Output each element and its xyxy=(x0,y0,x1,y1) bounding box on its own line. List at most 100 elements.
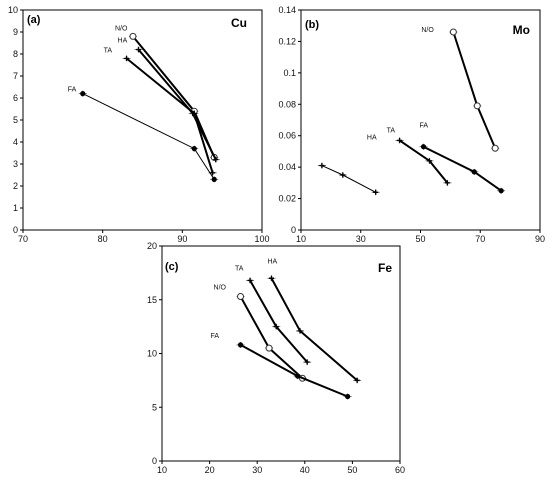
data-point xyxy=(471,169,477,175)
data-point xyxy=(345,393,351,400)
series-label: TA xyxy=(235,265,244,272)
data-point xyxy=(304,359,310,365)
series-label: HA xyxy=(267,258,277,265)
series-line xyxy=(239,296,304,379)
y-tick-label: 2 xyxy=(13,181,18,191)
x-tick-label: 50 xyxy=(347,465,357,475)
data-point xyxy=(237,293,245,301)
series-ta: TA xyxy=(104,47,217,176)
data-point xyxy=(265,344,273,352)
series-label: FA xyxy=(419,123,428,130)
data-point xyxy=(444,180,450,186)
x-tick-label: 10 xyxy=(157,465,167,475)
data-point xyxy=(136,47,142,53)
data-point xyxy=(373,189,379,195)
series-label: N/O xyxy=(214,285,227,292)
series-label: FA xyxy=(211,333,220,340)
y-tick-label: 3 xyxy=(13,159,18,169)
data-point xyxy=(129,32,137,40)
data-point xyxy=(237,342,244,348)
y-tick-label: 4 xyxy=(13,137,18,147)
data-point xyxy=(319,163,325,169)
data-point xyxy=(247,277,253,283)
panel-b-element: Mo xyxy=(513,23,530,37)
panel-b-label: (b) xyxy=(305,19,319,31)
data-point xyxy=(449,28,457,36)
data-point xyxy=(297,328,303,334)
data-point xyxy=(420,144,427,150)
plot-frame xyxy=(161,245,401,462)
series-label: HA xyxy=(367,135,377,142)
plot-frame xyxy=(22,9,263,231)
panel-a-label: (a) xyxy=(27,14,41,26)
y-tick-label: 0 xyxy=(13,225,18,235)
series-label: HA xyxy=(118,38,128,45)
data-point xyxy=(397,137,403,143)
series-label: TA xyxy=(387,127,396,134)
series-label: N/O xyxy=(421,27,434,34)
x-tick-label: 20 xyxy=(205,465,215,475)
data-point xyxy=(273,324,279,330)
data-point xyxy=(340,172,346,178)
data-point xyxy=(268,275,274,281)
data-point xyxy=(191,146,197,152)
series-label: FA xyxy=(68,87,77,94)
y-tick-label: 6 xyxy=(13,93,18,103)
y-tick-label: 0.06 xyxy=(278,131,296,141)
x-tick-label: 30 xyxy=(356,234,366,244)
data-point xyxy=(491,144,499,152)
panel-cu: (a) Cu 70 80 90 100 0 1 2 3 4 5 6 7 8 9 10 N/O HA TA FA xyxy=(8,5,270,244)
panel-mo: (b) Mo 10 30 50 70 90 0 0.02 0.04 0.06 0.08 0.1 0.1… xyxy=(278,5,545,244)
data-point xyxy=(473,102,481,110)
data-point xyxy=(210,170,216,176)
y-tick-label: 1 xyxy=(13,203,18,213)
series-fa: FA xyxy=(68,87,219,183)
x-tick-label: 90 xyxy=(177,234,187,244)
y-tick-label: 0.1 xyxy=(283,68,296,78)
series-line xyxy=(270,277,358,382)
data-point xyxy=(191,110,197,116)
data-point xyxy=(124,55,130,61)
series-line xyxy=(452,31,497,149)
data-point xyxy=(211,176,217,182)
x-tick-label: 40 xyxy=(300,465,310,475)
series-fa: FA xyxy=(419,123,506,194)
series-label: N/O xyxy=(115,25,128,32)
y-tick-label: 0.08 xyxy=(278,99,296,109)
y-tick-label: 15 xyxy=(147,295,157,305)
panel-fe: (c) Fe 10 20 30 40 50 60 0 5 10 15 20 N/O TA HA FA xyxy=(147,241,405,475)
data-point xyxy=(213,157,219,163)
data-point xyxy=(426,158,432,164)
x-tick-label: 100 xyxy=(254,234,269,244)
y-tick-label: 20 xyxy=(147,241,157,251)
y-tick-label: 10 xyxy=(8,5,18,15)
y-tick-label: 10 xyxy=(147,349,157,359)
y-tick-label: 9 xyxy=(13,27,18,37)
plot-frame xyxy=(300,9,541,231)
x-tick-label: 30 xyxy=(252,465,262,475)
data-point xyxy=(295,373,301,379)
y-tick-label: 0 xyxy=(152,456,157,466)
x-tick-label: 60 xyxy=(395,465,405,475)
y-tick-label: 5 xyxy=(13,115,18,125)
y-tick-label: 0 xyxy=(291,225,296,235)
series-line xyxy=(82,93,215,180)
panel-c-label: (c) xyxy=(165,261,179,273)
x-tick-label: 70 xyxy=(18,234,28,244)
data-point xyxy=(80,91,86,97)
x-tick-label: 90 xyxy=(535,234,545,244)
y-tick-label: 0.04 xyxy=(278,162,296,172)
series-fa: FA xyxy=(211,333,352,400)
series-line xyxy=(125,57,214,174)
x-tick-label: 10 xyxy=(296,234,306,244)
x-tick-label: 80 xyxy=(98,234,108,244)
y-tick-label: 7 xyxy=(13,71,18,81)
panel-c-element: Fe xyxy=(378,261,392,275)
series-ha: HA xyxy=(267,258,362,384)
series-n-o: N/O xyxy=(421,27,500,152)
y-tick-label: 8 xyxy=(13,49,18,59)
series-ta: TA xyxy=(235,265,312,366)
x-tick-label: 70 xyxy=(475,234,485,244)
data-point xyxy=(498,188,504,194)
